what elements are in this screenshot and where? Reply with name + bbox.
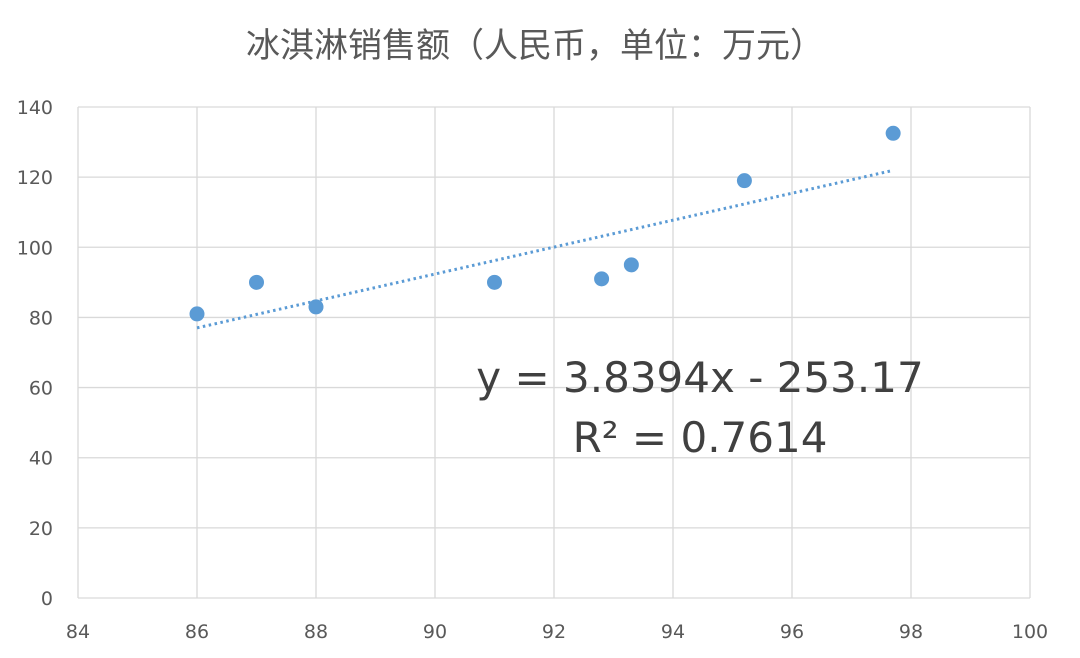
data-point (487, 274, 502, 290)
data-point (308, 299, 324, 315)
y-tick-label: 140 (17, 97, 53, 119)
trendline (196, 168, 894, 330)
y-tick-label: 40 (29, 448, 53, 470)
data-points (189, 125, 901, 322)
data-point (249, 274, 264, 290)
x-tick-label: 94 (661, 621, 685, 643)
x-tick-label: 100 (1012, 621, 1048, 643)
data-point (594, 271, 610, 287)
data-point (623, 257, 639, 273)
chart-title: 冰淇淋销售额（人民币，单位：万元） (246, 26, 824, 66)
x-axis-tick-labels: 84 86 88 90 92 94 96 98 100 (66, 621, 1048, 643)
y-tick-label: 20 (29, 518, 53, 540)
trendline-group (196, 168, 894, 330)
data-point (736, 173, 752, 189)
trendline-r-squared: R² = 0.7614 (573, 413, 828, 462)
y-tick-label: 80 (29, 307, 53, 329)
data-point (885, 125, 901, 141)
trendline-equation: y = 3.8394x - 253.17 (476, 353, 923, 402)
x-tick-label: 92 (542, 621, 566, 643)
y-axis-tick-labels: 0 20 40 60 80 100 120 140 (17, 97, 53, 610)
x-tick-label: 96 (780, 621, 804, 643)
x-tick-label: 98 (899, 621, 923, 643)
y-tick-label: 120 (17, 167, 53, 189)
x-tick-label: 84 (66, 621, 90, 643)
data-point (189, 306, 205, 322)
x-tick-label: 86 (185, 621, 209, 643)
x-tick-label: 90 (423, 621, 447, 643)
grid (77, 106, 1031, 599)
y-tick-label: 100 (17, 237, 53, 259)
y-tick-label: 60 (29, 378, 53, 400)
x-tick-label: 88 (304, 621, 328, 643)
y-tick-label: 0 (41, 588, 53, 610)
